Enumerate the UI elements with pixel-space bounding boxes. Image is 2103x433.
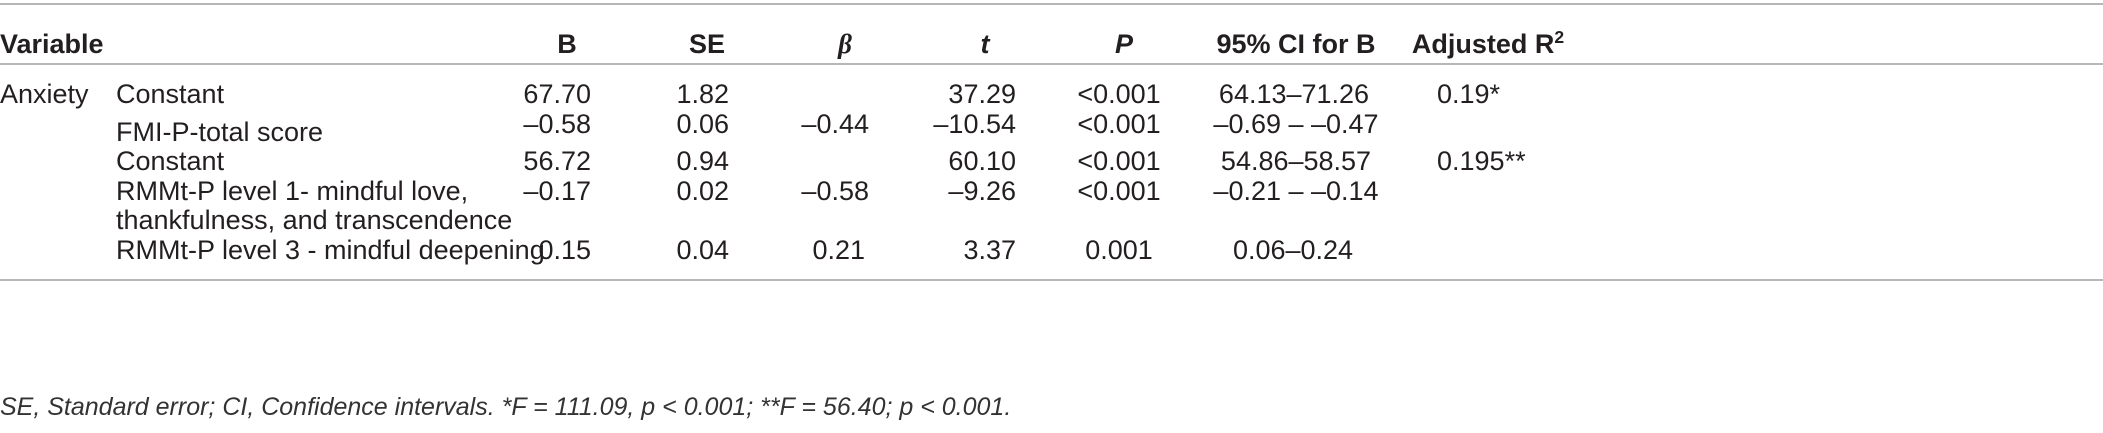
row-label: RMMt-P level 3 - mindful deepening (116, 235, 545, 265)
header-adjusted-r2: Adjusted R2 (1412, 28, 1564, 60)
cell-b: –0.17 (523, 176, 591, 206)
cell-t: –9.26 (948, 176, 1016, 206)
table-footnote: SE, Standard error; CI, Confidence inter… (0, 393, 1012, 421)
cell-t: 37.29 (948, 79, 1016, 109)
cell-ci: –0.21 – –0.14 (1213, 176, 1379, 206)
header-p: P (1114, 29, 1134, 59)
cell-se: 0.06 (676, 109, 729, 139)
cell-ci: –0.69 – –0.47 (1213, 109, 1379, 139)
header-ci: 95% CI for B (1216, 29, 1376, 59)
cell-p: <0.001 (1077, 109, 1161, 139)
header-se: SE (688, 29, 726, 59)
cell-b: –0.58 (523, 109, 591, 139)
header-t: t (980, 29, 990, 59)
cell-ci: 54.86–58.57 (1220, 146, 1372, 176)
cell-p: <0.001 (1077, 176, 1161, 206)
header-rule (0, 63, 2103, 65)
cell-adjusted-r2: 0.19* (1437, 79, 1501, 109)
cell-se: 0.04 (676, 235, 729, 265)
table-top-rule (0, 3, 2103, 5)
cell-t: –10.54 (933, 109, 1016, 139)
header-variable: Variable (0, 29, 104, 59)
cell-b: 67.70 (523, 79, 591, 109)
header-adjusted-r-label: Adjusted R (1411, 29, 1555, 59)
row-label: Constant (116, 79, 225, 109)
row-label: Constant (116, 146, 225, 176)
cell-b: 0.15 (538, 235, 591, 265)
cell-p: 0.001 (1085, 235, 1153, 265)
cell-t: 60.10 (948, 146, 1016, 176)
header-adjusted-r-sup: 2 (1554, 27, 1565, 47)
table-bottom-rule (0, 279, 2103, 281)
group-label: Anxiety (0, 79, 89, 109)
cell-se: 0.94 (676, 146, 729, 176)
row-label-continued: thankfulness, and transcendence (116, 205, 513, 235)
cell-beta: 0.21 (812, 235, 865, 265)
cell-beta: –0.44 (801, 109, 869, 139)
cell-ci: 64.13–71.26 (1218, 79, 1370, 109)
row-label: FMI-P-total score (116, 117, 324, 147)
cell-se: 1.82 (676, 79, 729, 109)
cell-ci: 0.06–0.24 (1232, 235, 1354, 265)
cell-t: 3.37 (963, 235, 1016, 265)
cell-beta: –0.58 (801, 176, 869, 206)
cell-adjusted-r2: 0.195** (1437, 146, 1526, 176)
header-b: B (557, 29, 577, 59)
header-beta: β (838, 29, 852, 59)
cell-b: 56.72 (523, 146, 591, 176)
cell-p: <0.001 (1077, 146, 1161, 176)
row-label: RMMt-P level 1- mindful love, (116, 176, 469, 206)
cell-se: 0.02 (676, 176, 729, 206)
cell-p: <0.001 (1077, 79, 1161, 109)
